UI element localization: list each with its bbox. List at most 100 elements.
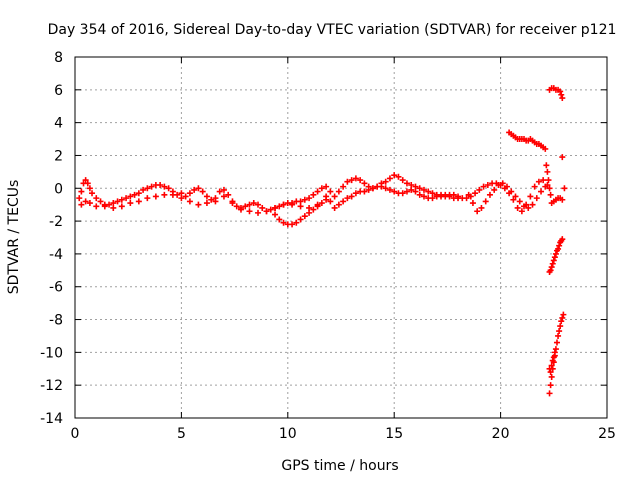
data-point: [225, 191, 232, 198]
data-point: [242, 203, 249, 210]
data-point: [550, 257, 557, 264]
data-point: [486, 191, 493, 198]
data-point: [259, 204, 266, 211]
data-point: [195, 201, 202, 208]
data-point: [378, 183, 385, 190]
data-point: [195, 185, 202, 192]
y-tick-labels: -14 -12 -10 -8 -6 -4 -2 0 2 4 6 8: [40, 50, 63, 427]
data-point: [559, 95, 566, 102]
grid-lines: [75, 57, 607, 418]
data-point: [335, 201, 342, 208]
data-point: [543, 162, 550, 169]
data-point: [178, 190, 185, 197]
data-point: [546, 390, 553, 397]
data-point: [416, 191, 423, 198]
x-tick-label: 20: [492, 426, 510, 442]
data-point: [382, 178, 389, 185]
x-tick-label: 25: [598, 426, 616, 442]
data-point: [289, 221, 296, 228]
data-point: [518, 208, 525, 215]
data-point: [557, 323, 564, 330]
data-point: [212, 198, 219, 205]
data-point: [127, 200, 134, 207]
y-tick-label: -8: [49, 313, 63, 329]
data-point: [549, 357, 556, 364]
data-point: [97, 198, 104, 205]
y-tick-label: -10: [40, 345, 63, 361]
data-series-10: [546, 311, 567, 397]
data-point: [199, 188, 206, 195]
data-point: [314, 188, 321, 195]
data-point: [208, 196, 215, 203]
data-point: [76, 195, 83, 202]
data-point: [186, 198, 193, 205]
data-point: [272, 204, 279, 211]
data-point: [86, 185, 93, 192]
data-point: [561, 185, 568, 192]
data-point: [157, 181, 164, 188]
x-tick-label: 10: [279, 426, 297, 442]
data-point: [535, 178, 542, 185]
data-point: [542, 183, 549, 190]
data-point: [512, 193, 519, 200]
data-point: [331, 193, 338, 200]
data-point: [78, 188, 85, 195]
data-point: [559, 196, 566, 203]
data-point: [476, 186, 483, 193]
data-point: [306, 209, 313, 216]
data-point: [510, 196, 517, 203]
data-point: [484, 181, 491, 188]
data-point: [263, 208, 270, 215]
data-point: [118, 203, 125, 210]
data-point: [165, 185, 172, 192]
data-point: [433, 193, 440, 200]
data-point: [152, 193, 159, 200]
data-point: [84, 180, 91, 187]
data-point: [420, 186, 427, 193]
y-axis-label: SDTVAR / TECUs: [6, 180, 22, 295]
data-point: [93, 195, 100, 202]
data-point: [391, 172, 398, 179]
data-point: [552, 250, 559, 257]
data-point: [331, 204, 338, 211]
data-point: [546, 185, 553, 192]
data-point: [547, 369, 554, 376]
data-point: [533, 195, 540, 202]
data-point: [412, 188, 419, 195]
data-point: [203, 193, 210, 200]
y-tick-label: -2: [49, 214, 63, 230]
data-point: [514, 204, 521, 211]
data-point: [386, 175, 393, 182]
data-point: [386, 186, 393, 193]
data-point: [78, 201, 85, 208]
data-point: [276, 203, 283, 210]
data-point: [480, 183, 487, 190]
data-point: [361, 180, 368, 187]
data-point: [114, 198, 121, 205]
data-point: [327, 198, 334, 205]
data-point: [555, 332, 562, 339]
data-point: [348, 177, 355, 184]
data-point: [559, 236, 566, 243]
data-point: [229, 198, 236, 205]
data-point: [301, 213, 308, 220]
x-tick-label: 5: [177, 426, 186, 442]
data-point: [455, 195, 462, 202]
data-point: [352, 175, 359, 182]
data-point: [297, 216, 304, 223]
data-point: [135, 198, 142, 205]
data-point: [293, 219, 300, 226]
data-point: [547, 191, 554, 198]
data-point: [403, 180, 410, 187]
x-tick-labels: 0 5 10 15 20 25: [71, 426, 616, 442]
data-point: [538, 188, 545, 195]
data-point: [558, 91, 565, 98]
data-point: [148, 183, 155, 190]
data-point: [361, 188, 368, 195]
data-point: [416, 185, 423, 192]
data-point: [250, 200, 257, 207]
data-series-6: [543, 162, 566, 207]
data-point: [246, 208, 253, 215]
data-point: [547, 382, 554, 389]
